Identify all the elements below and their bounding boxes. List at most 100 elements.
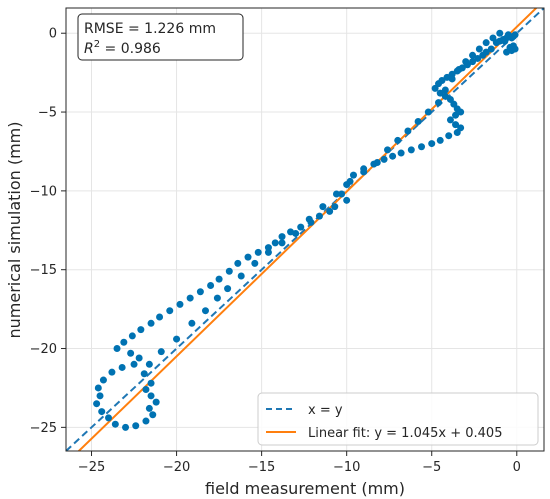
stats-annotation-box bbox=[77, 13, 244, 61]
data-point bbox=[176, 300, 184, 308]
data-point bbox=[414, 118, 422, 126]
data-point bbox=[418, 143, 426, 151]
data-point bbox=[149, 411, 157, 419]
data-point bbox=[445, 132, 453, 140]
data-point bbox=[137, 326, 145, 334]
data-point bbox=[428, 140, 436, 148]
x-tick-label: 0 bbox=[513, 460, 521, 475]
x-axis-ticks: −25 −20 −15 −10 −5 0 bbox=[78, 451, 521, 475]
x-tick-label: −20 bbox=[163, 460, 190, 475]
rmse-text: RMSE = 1.226 mm bbox=[84, 21, 216, 37]
data-point bbox=[142, 417, 150, 425]
data-point bbox=[407, 146, 415, 154]
data-point bbox=[98, 408, 106, 416]
data-point bbox=[244, 253, 252, 261]
data-point bbox=[127, 349, 135, 357]
data-point bbox=[389, 152, 397, 160]
data-point bbox=[213, 294, 221, 302]
data-point bbox=[343, 196, 351, 204]
data-point bbox=[120, 338, 128, 346]
data-point bbox=[404, 127, 412, 135]
data-point bbox=[360, 168, 368, 176]
data-point bbox=[373, 158, 381, 166]
y-tick-label: −25 bbox=[30, 421, 57, 436]
data-point bbox=[462, 58, 470, 66]
data-point bbox=[315, 212, 323, 220]
data-points bbox=[93, 29, 519, 431]
data-point bbox=[234, 259, 242, 267]
data-point bbox=[237, 272, 245, 280]
data-point bbox=[489, 34, 497, 42]
data-point bbox=[436, 136, 444, 144]
r-squared-value: = 0.986 bbox=[100, 41, 161, 57]
data-point bbox=[319, 203, 327, 211]
data-point bbox=[384, 146, 392, 154]
data-point bbox=[397, 149, 405, 157]
data-point bbox=[207, 281, 215, 289]
data-point bbox=[147, 392, 155, 400]
data-point bbox=[166, 307, 174, 315]
data-point bbox=[482, 39, 490, 47]
r-squared-exponent: 2 bbox=[94, 39, 100, 50]
data-point bbox=[188, 319, 196, 327]
data-point bbox=[394, 136, 402, 144]
y-axis-ticks: −25 −20 −15 −10 −5 0 bbox=[30, 27, 66, 436]
data-point bbox=[469, 51, 477, 59]
x-tick-label: −10 bbox=[333, 460, 360, 475]
data-point bbox=[201, 307, 209, 315]
data-point bbox=[122, 423, 130, 431]
data-point bbox=[487, 45, 495, 53]
data-point bbox=[196, 288, 204, 296]
data-point bbox=[108, 368, 116, 376]
data-point bbox=[93, 400, 101, 408]
data-point bbox=[96, 392, 104, 400]
data-point bbox=[380, 155, 388, 163]
data-point bbox=[435, 99, 443, 107]
data-point bbox=[156, 313, 164, 321]
data-point bbox=[474, 54, 482, 62]
data-point bbox=[105, 414, 113, 422]
data-point bbox=[152, 398, 160, 406]
data-point bbox=[128, 332, 136, 340]
x-tick-label: −25 bbox=[78, 460, 105, 475]
data-point bbox=[145, 404, 153, 412]
data-point bbox=[346, 177, 354, 185]
data-point bbox=[142, 386, 150, 394]
data-point bbox=[292, 229, 300, 237]
data-point bbox=[147, 319, 155, 327]
y-axis-label: numerical simulation (mm) bbox=[5, 121, 24, 338]
data-point bbox=[455, 65, 463, 73]
data-point bbox=[448, 75, 456, 83]
plot-frame bbox=[65, 7, 545, 452]
y-tick-label: −20 bbox=[30, 342, 57, 357]
legend-box bbox=[257, 392, 539, 446]
data-point bbox=[224, 285, 232, 293]
data-point bbox=[147, 379, 155, 387]
data-point bbox=[331, 203, 339, 211]
data-point bbox=[332, 190, 340, 198]
data-point bbox=[157, 348, 165, 356]
data-point bbox=[264, 248, 272, 256]
data-point bbox=[251, 259, 259, 267]
data-point bbox=[452, 111, 460, 119]
data-point bbox=[130, 360, 138, 368]
data-point bbox=[424, 108, 432, 116]
legend-label-fit: Linear fit: y = 1.045x + 0.405 bbox=[308, 426, 502, 441]
data-point bbox=[140, 370, 148, 378]
data-point bbox=[111, 420, 119, 428]
data-point bbox=[271, 239, 279, 247]
data-point bbox=[511, 31, 519, 39]
data-point bbox=[145, 360, 153, 368]
data-point bbox=[457, 108, 465, 116]
data-point bbox=[349, 171, 357, 179]
x-axis-label: field measurement (mm) bbox=[205, 479, 405, 498]
data-point bbox=[132, 422, 140, 430]
y-tick-label: −10 bbox=[30, 184, 57, 199]
y-tick-label: 0 bbox=[49, 27, 57, 42]
data-point bbox=[297, 223, 305, 231]
data-point bbox=[173, 335, 181, 343]
data-point bbox=[278, 239, 286, 247]
stats-annotation: RMSE = 1.226 mm R2 = 0.986 bbox=[77, 13, 244, 61]
data-point bbox=[469, 58, 477, 66]
